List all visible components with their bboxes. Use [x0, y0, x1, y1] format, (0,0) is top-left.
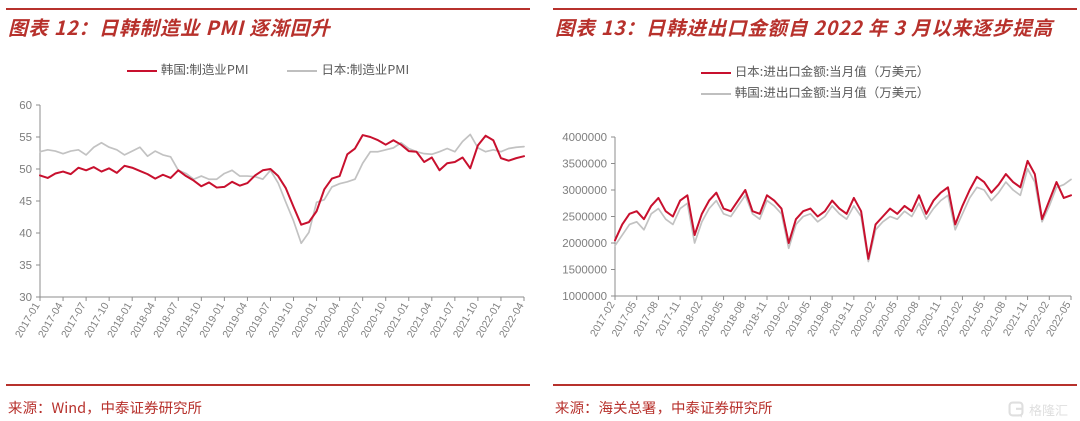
- svg-text:2000000: 2000000: [562, 238, 607, 250]
- svg-text:1500000: 1500000: [562, 265, 607, 277]
- svg-text:45: 45: [19, 196, 32, 208]
- svg-text:50: 50: [19, 164, 32, 176]
- svg-text:35: 35: [19, 260, 32, 272]
- svg-text:4000000: 4000000: [562, 132, 607, 144]
- svg-text:1000000: 1000000: [562, 291, 607, 303]
- svg-text:60: 60: [19, 100, 32, 112]
- svg-text:55: 55: [19, 132, 32, 144]
- svg-text:3000000: 3000000: [562, 185, 607, 197]
- svg-text:3500000: 3500000: [562, 159, 607, 171]
- svg-text:2500000: 2500000: [562, 212, 607, 224]
- svg-text:40: 40: [19, 228, 32, 240]
